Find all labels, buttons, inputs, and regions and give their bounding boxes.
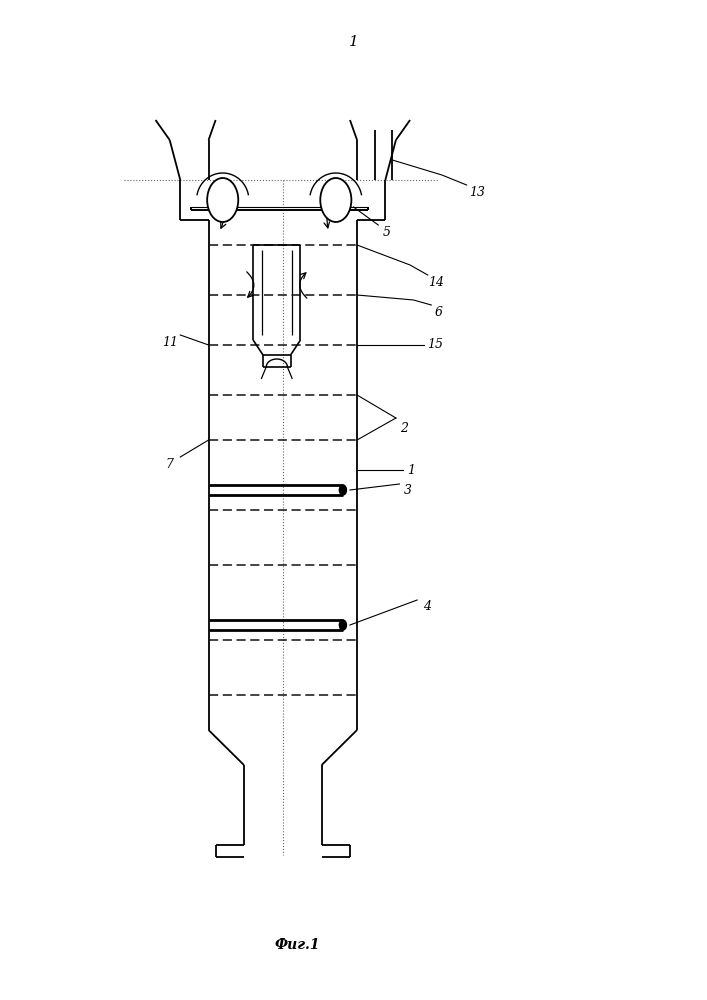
Circle shape [320, 178, 351, 222]
Text: 1: 1 [407, 464, 416, 477]
Text: 2: 2 [400, 422, 409, 434]
Text: Фиг.1: Фиг.1 [274, 938, 320, 952]
Text: 3: 3 [404, 484, 412, 496]
Text: 5: 5 [382, 226, 391, 238]
Circle shape [339, 485, 346, 495]
Text: 1: 1 [349, 35, 358, 49]
Circle shape [339, 620, 346, 630]
Text: 15: 15 [427, 338, 443, 352]
Text: 14: 14 [428, 275, 444, 288]
Text: 11: 11 [162, 336, 177, 349]
Text: 7: 7 [165, 458, 174, 472]
Text: 4: 4 [423, 600, 431, 613]
Text: 13: 13 [469, 186, 485, 198]
Circle shape [207, 178, 238, 222]
Text: 6: 6 [434, 306, 443, 318]
